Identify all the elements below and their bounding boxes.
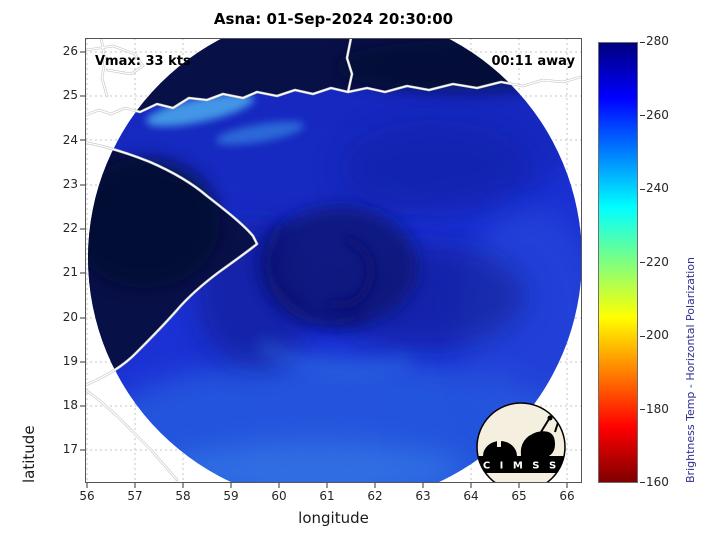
cimss-logo: C I M S S — [476, 402, 566, 483]
storm-core — [262, 206, 418, 326]
y-axis-label: latitude — [20, 425, 38, 483]
x-tick: 62 — [367, 489, 383, 503]
vmax-annotation: Vmax: 33 kts — [95, 54, 191, 69]
colorbar-tickmark — [640, 409, 645, 410]
x-tick: 60 — [271, 489, 287, 503]
colorbar-tickmark — [640, 262, 645, 263]
colorbar-tickmark — [640, 115, 645, 116]
plot-canvas: C I M S S — [80, 38, 582, 488]
x-tick: 66 — [559, 489, 575, 503]
observatory-dome-icon — [483, 441, 517, 456]
x-tick: 56 — [79, 489, 95, 503]
satellite-dish-icon — [520, 431, 555, 458]
y-tick: 17 — [62, 442, 78, 456]
y-tick: 23 — [62, 177, 78, 191]
y-tick: 21 — [62, 265, 78, 279]
x-axis-label: longitude — [298, 509, 369, 527]
y-tick: 20 — [62, 310, 78, 324]
y-tick: 19 — [62, 354, 78, 368]
colorbar-tick: 180 — [646, 402, 669, 416]
colorbar-tick: 260 — [646, 108, 669, 122]
y-tick: 26 — [62, 44, 78, 58]
colorbar-tickmark — [640, 189, 645, 190]
x-tick: 59 — [223, 489, 239, 503]
x-tick: 65 — [511, 489, 527, 503]
x-tick: 57 — [127, 489, 143, 503]
colorbar-tick: 280 — [646, 34, 669, 48]
colorbar-tickmark — [640, 482, 645, 483]
colorbar-label: Brightness Temp - Horizontal Polarizatio… — [684, 257, 697, 483]
colorbar-tick: 220 — [646, 255, 669, 269]
colorbar-tick: 240 — [646, 181, 669, 195]
y-tick: 25 — [62, 88, 78, 102]
colorbar-tick: 160 — [646, 475, 669, 489]
cimss-logo-text: C I M S S — [483, 461, 559, 472]
axes-frame — [80, 38, 582, 488]
y-tick: 24 — [62, 133, 78, 147]
colorbar-tickmark — [640, 336, 645, 337]
page-title: Asna: 01-Sep-2024 20:30:00 — [213, 10, 454, 28]
x-tick: 64 — [463, 489, 479, 503]
colorbar — [598, 42, 638, 483]
colorbar-tick: 200 — [646, 328, 669, 342]
time-away-annotation: 00:11 away — [491, 54, 575, 69]
x-tick: 63 — [415, 489, 431, 503]
y-tick: 22 — [62, 221, 78, 235]
y-tick: 18 — [62, 398, 78, 412]
colorbar-tickmark — [640, 42, 645, 43]
x-tick: 61 — [319, 489, 335, 503]
x-tick: 58 — [175, 489, 191, 503]
